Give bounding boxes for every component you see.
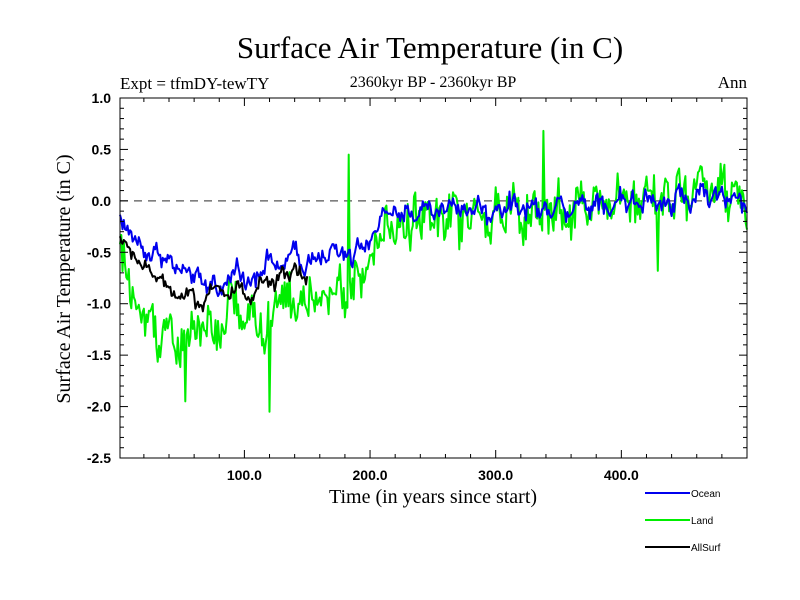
series-line-land	[119, 129, 748, 413]
y-tick-label: -1.5	[87, 347, 111, 363]
legend-label-ocean: Ocean	[691, 489, 720, 500]
x-axis-title: Time (in years since start)	[329, 486, 537, 508]
x-tick-label: 300.0	[478, 467, 513, 483]
legend: Ocean Land AllSurf	[645, 489, 721, 554]
chart-subtitle: 2360kyr BP - 2360kyr BP	[350, 74, 517, 91]
series-layer	[119, 129, 748, 413]
axes-layer	[119, 97, 748, 459]
plot-frame	[119, 97, 748, 459]
series-line-ocean	[119, 182, 748, 298]
legend-label-land: Land	[691, 516, 713, 527]
y-tick-label: 1.0	[92, 90, 112, 106]
x-tick-label: 400.0	[604, 467, 639, 483]
legend-label-allsurf: AllSurf	[691, 543, 721, 554]
chart-title: Surface Air Temperature (in C)	[237, 30, 623, 65]
y-tick-label: -2.0	[87, 399, 111, 415]
y-tick-label: -0.5	[87, 244, 111, 260]
season-label: Ann	[718, 73, 748, 92]
y-axis-title: Surface Air Temperature (in C)	[53, 154, 75, 403]
series-line-allsurf	[119, 236, 309, 313]
experiment-label: Expt = tfmDY-tewTY	[120, 74, 269, 93]
y-tick-label: 0.0	[92, 193, 112, 209]
x-tick-label: 100.0	[227, 467, 262, 483]
y-tick-label: -2.5	[87, 450, 111, 466]
y-tick-label: -1.0	[87, 296, 111, 312]
x-tick-label: 200.0	[353, 467, 388, 483]
y-tick-label: 0.5	[92, 141, 112, 157]
tick-labels: 1.0 0.5 0.0 -0.5 -1.0 -1.5 -2.0 -2.5 100.0 200.0 3…	[87, 90, 639, 483]
